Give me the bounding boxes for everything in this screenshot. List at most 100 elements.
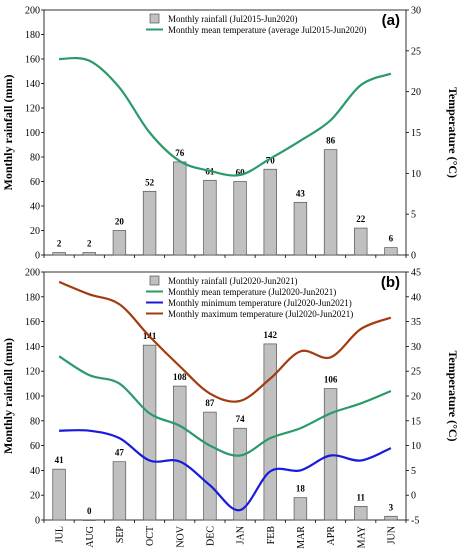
rainfall-bar: [112, 230, 127, 256]
bar-value-label: 43: [296, 188, 306, 198]
rainfall-bar: [263, 168, 277, 256]
rainfall-bar: [323, 388, 338, 521]
x-tick-label: MAY: [356, 526, 367, 548]
rainfall-bar: [203, 411, 217, 521]
y2-tick-label: 40: [411, 292, 421, 303]
chart-panel-1: 020406080100120140160180200-505101520253…: [1, 268, 459, 549]
y-tick-label: 20: [30, 226, 40, 237]
rainfall-bar: [263, 343, 277, 521]
y-tick-label: 120: [25, 104, 40, 115]
panel-label: (a): [382, 12, 400, 29]
x-tick-label: JUL: [55, 526, 66, 543]
bar-value-label: 60: [236, 168, 246, 178]
temperature-line: [59, 429, 392, 512]
rainfall-bar: [112, 461, 127, 521]
y-tick-label: 120: [25, 367, 40, 378]
y2-tick-label: 25: [411, 46, 421, 57]
panel-label: (b): [381, 274, 400, 291]
rainfall-bar: [52, 468, 66, 521]
rainfall-bar: [233, 181, 247, 256]
rainfall-bar: [203, 179, 217, 256]
y-tick-label: 60: [30, 177, 40, 188]
temperature-line: [58, 355, 392, 457]
x-tick-label: AUG: [85, 526, 96, 548]
rainfall-bar: [52, 252, 66, 256]
bar-value-label: 70: [266, 155, 276, 165]
bar-value-label: 20: [115, 217, 125, 227]
legend-entry-label: Monthly rainfall (Jul2015-Jun2020): [168, 14, 298, 24]
legend-entry-label: Monthly maximum temperature (Jul2020-Jun…: [168, 309, 353, 319]
y-tick-label: 0: [35, 251, 40, 262]
x-tick-label: FEB: [266, 526, 277, 545]
x-tick-label: MAR: [296, 526, 307, 549]
y2-tick-label: 25: [411, 367, 421, 378]
y2-tick-label: 5: [411, 466, 416, 477]
bar-value-label: 2: [87, 239, 92, 249]
rainfall-bar: [293, 201, 308, 256]
rainfall-bar: [173, 161, 187, 256]
bar-value-label: 86: [326, 136, 336, 146]
rainfall-bar: [82, 252, 96, 256]
y2-tick-label: 20: [411, 392, 421, 403]
rainfall-bar: [354, 506, 368, 521]
bar-value-label: 2: [57, 239, 62, 249]
legend-entry-label: Monthly mean temperature (Jul2020-Jun202…: [168, 287, 336, 297]
bar-value-label: 3: [389, 502, 394, 512]
x-tick-label: JUN: [386, 526, 397, 544]
y2-axis-title: Temperature (°C): [446, 87, 459, 178]
x-tick-label: SEP: [115, 526, 126, 544]
bar-value-label: 6: [389, 234, 394, 244]
y-axis-title: Monthly rainfall (mm): [1, 75, 15, 191]
bar-value-label: 41: [55, 455, 65, 465]
temperature-line: [58, 280, 392, 403]
legend-swatch-bar: [149, 275, 160, 286]
x-tick-label: OCT: [145, 526, 156, 546]
bar-value-label: 76: [175, 148, 185, 158]
rainfall-bar: [354, 227, 368, 256]
rainfall-bar: [293, 497, 308, 521]
rainfall-bar: [82, 519, 96, 521]
y-tick-label: 100: [25, 128, 40, 139]
y2-tick-label: -5: [411, 516, 419, 527]
y-tick-label: 100: [25, 392, 40, 403]
legend-swatch-bar: [149, 13, 160, 24]
y-axis-title: Monthly rainfall (mm): [1, 338, 15, 454]
rainfall-bar: [173, 385, 187, 521]
bar-value-label: 47: [115, 448, 125, 458]
y-tick-label: 140: [25, 79, 40, 90]
y-tick-label: 200: [25, 6, 40, 17]
x-tick-label: APR: [326, 526, 337, 546]
y-tick-label: 160: [25, 55, 40, 66]
y2-tick-label: 10: [411, 441, 421, 452]
bar-value-label: 52: [145, 177, 155, 187]
legend-entry-label: Monthly minimum temperature (Jul2020-Jun…: [168, 298, 352, 308]
y-tick-label: 80: [30, 153, 40, 164]
bar-value-label: 74: [236, 414, 246, 424]
y-tick-label: 60: [30, 441, 40, 452]
y2-tick-label: 10: [411, 169, 421, 180]
y2-tick-label: 30: [411, 6, 421, 17]
legend-entry-label: Monthly mean temperature (average Jul201…: [168, 25, 366, 35]
temperature-line: [59, 56, 392, 177]
y2-axis-title: Temperature (°C): [446, 350, 459, 441]
y-tick-label: 200: [25, 268, 40, 279]
bar-value-label: 87: [205, 398, 215, 408]
legend-entry-label: Monthly rainfall (Jul2020-Jun2021): [168, 276, 298, 286]
y-tick-label: 180: [25, 292, 40, 303]
bar-value-label: 22: [356, 214, 366, 224]
y-tick-label: 40: [30, 202, 40, 213]
bar-value-label: 142: [264, 330, 278, 340]
y2-tick-label: 45: [411, 268, 421, 279]
rainfall-bar: [142, 344, 157, 521]
y2-tick-label: 0: [411, 491, 416, 502]
bar-value-label: 0: [87, 506, 92, 516]
y2-tick-label: 20: [411, 87, 421, 98]
y2-tick-label: 15: [411, 128, 421, 139]
y-tick-label: 20: [30, 491, 40, 502]
rainfall-bar: [384, 247, 398, 256]
y-tick-label: 160: [25, 317, 40, 328]
bar-value-label: 18: [296, 484, 306, 494]
x-tick-label: DEC: [205, 526, 216, 546]
x-tick-label: JAN: [236, 526, 247, 544]
